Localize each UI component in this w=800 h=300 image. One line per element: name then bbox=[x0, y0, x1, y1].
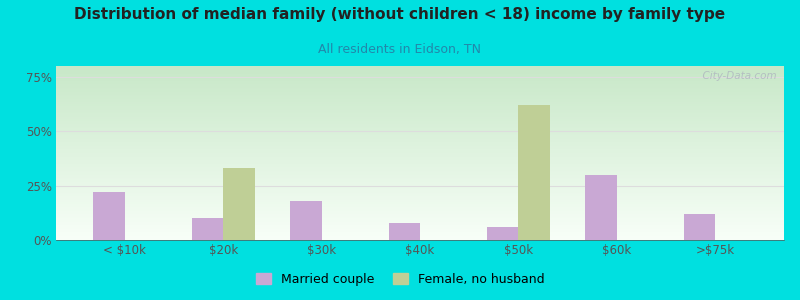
Bar bbox=[487, 227, 518, 240]
Bar bbox=[290, 201, 322, 240]
Bar bbox=[684, 214, 715, 240]
Legend: Married couple, Female, no husband: Married couple, Female, no husband bbox=[250, 268, 550, 291]
Text: City-Data.com: City-Data.com bbox=[696, 71, 777, 81]
Text: Distribution of median family (without children < 18) income by family type: Distribution of median family (without c… bbox=[74, 8, 726, 22]
Text: All residents in Eidson, TN: All residents in Eidson, TN bbox=[318, 44, 482, 56]
Bar bbox=[389, 223, 420, 240]
Bar bbox=[586, 175, 617, 240]
Bar bbox=[94, 192, 125, 240]
Bar bbox=[518, 105, 550, 240]
Bar bbox=[223, 168, 254, 240]
Bar bbox=[192, 218, 223, 240]
